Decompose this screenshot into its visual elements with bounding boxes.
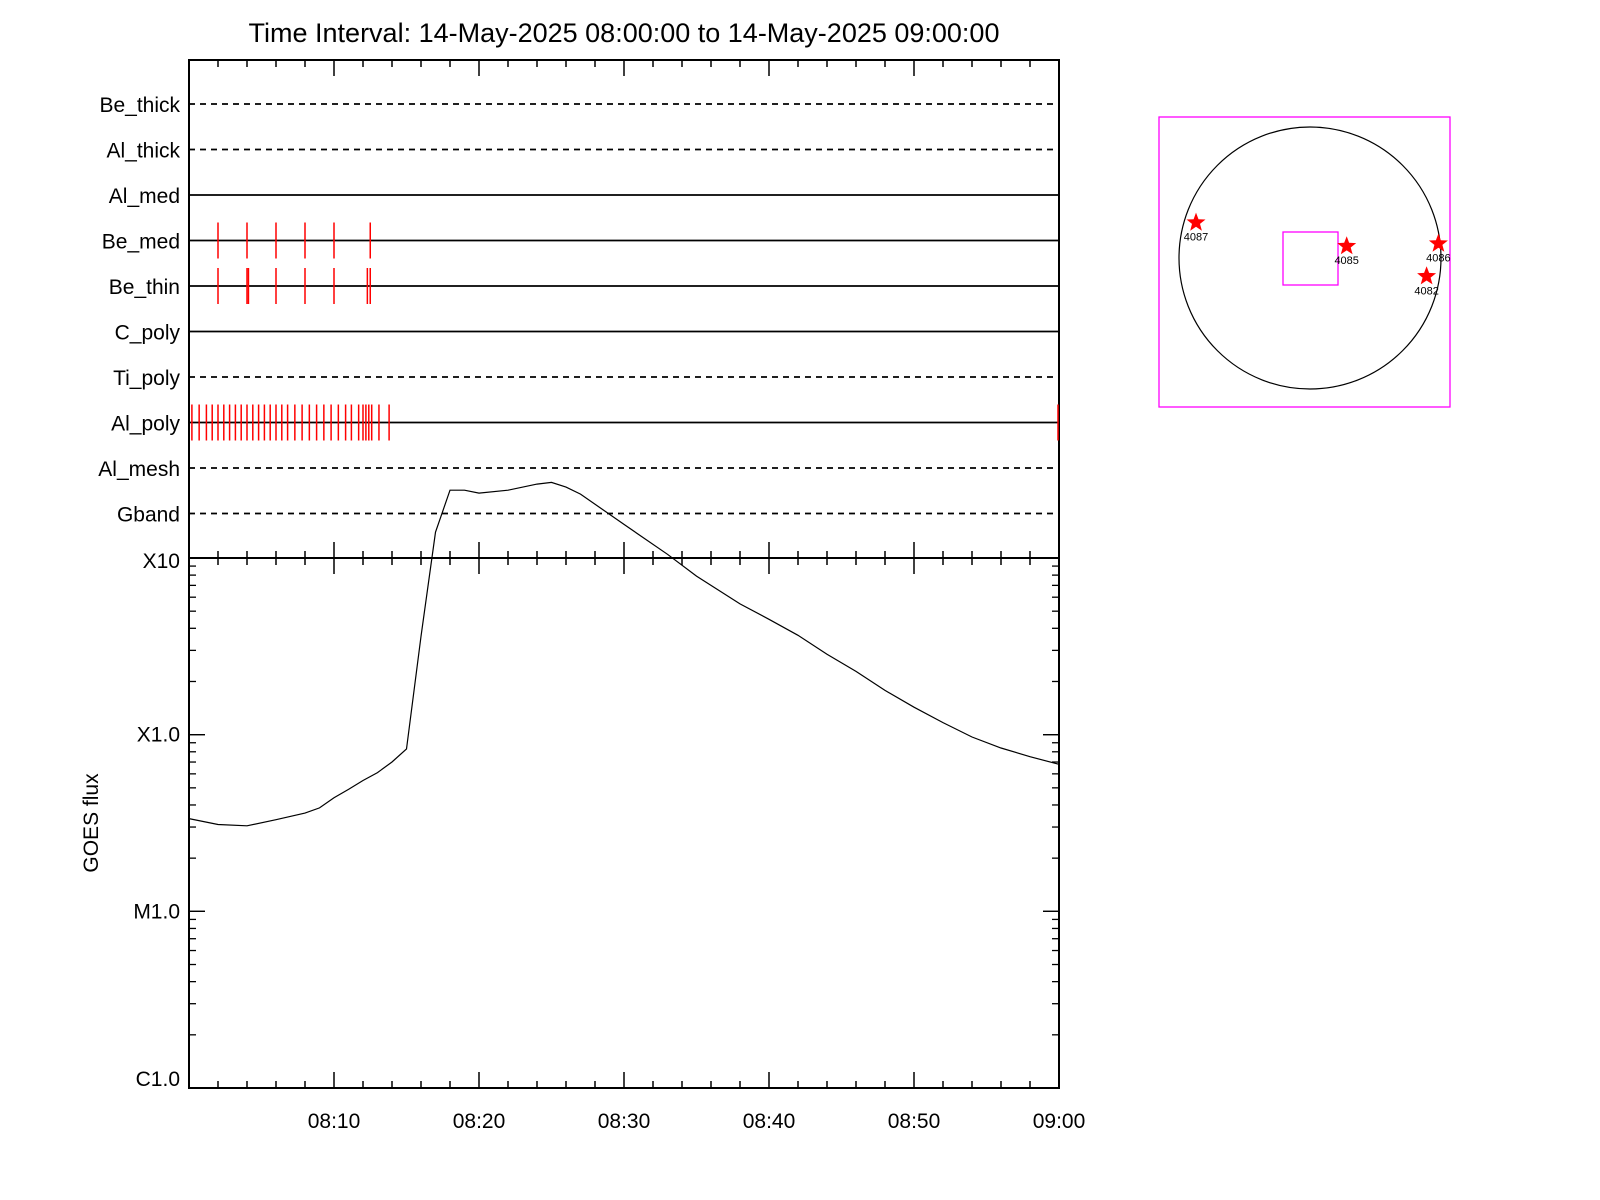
x-tick-label: 08:30 bbox=[598, 1110, 651, 1133]
filter-row-label: Al_mesh bbox=[98, 458, 180, 481]
active-region-label: 4086 bbox=[1426, 253, 1450, 265]
chart-title: Time Interval: 14-May-2025 08:00:00 to 1… bbox=[249, 18, 1000, 48]
y-tick-label: X1.0 bbox=[137, 724, 180, 747]
filter-row-label: C_poly bbox=[115, 322, 181, 345]
map-outer-frame bbox=[1158, 116, 1451, 408]
goes-flux-xticks: 08:10 08:20 08:30 08:40 08:50 09:00 bbox=[308, 1110, 1086, 1133]
goes-flux-axis-label: GOES flux bbox=[80, 773, 103, 873]
filter-timeline-frame bbox=[188, 59, 1060, 559]
x-tick-label: 08:10 bbox=[308, 1110, 361, 1133]
active-region-label: 4082 bbox=[1414, 285, 1438, 297]
filter-row-label: Be_thin bbox=[109, 276, 180, 299]
x-tick-label: 08:20 bbox=[453, 1110, 506, 1133]
active-region-star bbox=[1186, 212, 1206, 231]
solar-disk bbox=[1178, 126, 1442, 390]
x-tick-label: 08:40 bbox=[743, 1110, 796, 1133]
field-of-view-box bbox=[1282, 231, 1339, 286]
active-region-marks: 4087 4085 4086 4082 bbox=[1184, 212, 1451, 297]
filter-row-label: Be_thick bbox=[99, 94, 180, 117]
filter-row-label: Al_thick bbox=[106, 140, 180, 163]
filter-timeline-panel: Be_thick Al_thick Al_med Be_med Be_thin C_pol… bbox=[98, 59, 1060, 559]
y-tick-label: X10 bbox=[143, 550, 180, 573]
active-region-label: 4087 bbox=[1184, 232, 1208, 244]
solar-disk-map: 4087 4085 4086 4082 bbox=[1158, 116, 1451, 408]
y-tick-label: M1.0 bbox=[133, 900, 180, 923]
goes-flux-frame bbox=[188, 557, 1060, 1089]
filter-row-label: Gband bbox=[117, 504, 180, 527]
goes-flux-line bbox=[188, 481, 1060, 827]
x-tick-label: 09:00 bbox=[1033, 1110, 1086, 1133]
filter-row-label: Be_med bbox=[102, 231, 180, 254]
goes-flux-yticks: C1.0 M1.0 X1.0 X10 bbox=[133, 550, 1059, 1091]
active-region-star bbox=[1417, 266, 1437, 285]
goes-flux-panel: C1.0 M1.0 X1.0 X10 08:10 08:20 08:30 08:40 08:5… bbox=[80, 481, 1086, 1133]
active-region-star bbox=[1337, 236, 1357, 255]
active-region-label: 4085 bbox=[1334, 255, 1358, 267]
goes-flux-ticks bbox=[188, 558, 1060, 1088]
x-tick-label: 08:50 bbox=[888, 1110, 941, 1133]
y-tick-label: C1.0 bbox=[136, 1068, 180, 1091]
filter-timeline-rows: Be_thick Al_thick Al_med Be_med Be_thin C_pol… bbox=[98, 94, 1059, 527]
filter-row-label: Ti_poly bbox=[113, 367, 180, 390]
filter-row-label: Al_poly bbox=[111, 413, 180, 436]
filter-row-label: Al_med bbox=[109, 185, 180, 208]
filter-timeline-ticks bbox=[188, 60, 1060, 558]
active-region-star bbox=[1428, 233, 1448, 252]
